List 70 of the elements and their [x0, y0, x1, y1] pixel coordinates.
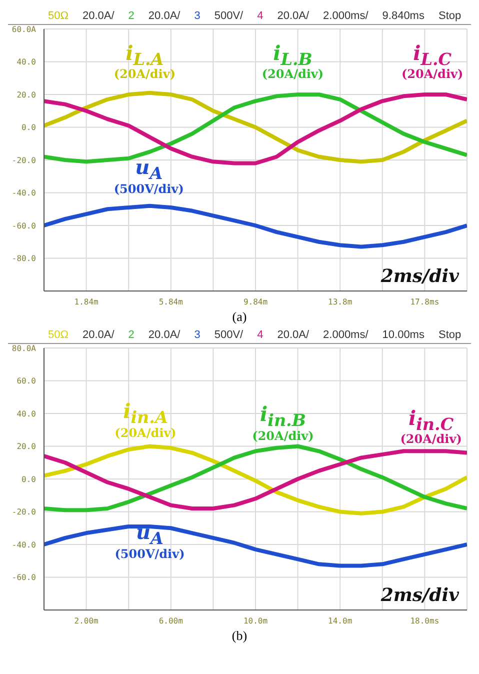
annotation: 2ms/div: [380, 585, 459, 606]
x-tick-label: 10.0m: [243, 616, 268, 626]
y-tick-label: 20.0: [16, 90, 36, 100]
series-label: i$_{in.B}$: [259, 402, 307, 430]
annotation: (20A/div): [114, 426, 176, 440]
text: 20.0A/: [82, 10, 114, 22]
annotation: (500V/div): [114, 546, 185, 561]
text: (a): [231, 308, 248, 326]
series-label: u$_{A}$: [134, 155, 164, 184]
series-label: i$_{L.B}$: [273, 40, 312, 69]
text: 4: [257, 10, 264, 22]
x-tick-label: 6.00m: [158, 616, 184, 626]
y-tick-label: -40.0: [12, 540, 36, 550]
y-tick-label: -20.0: [12, 156, 36, 165]
y-tick-label: -60.0: [12, 221, 36, 230]
series-label: i$_{in.C}$: [408, 406, 454, 434]
annotation: (20A/div): [114, 67, 176, 82]
y-tick-label: -20.0: [12, 508, 36, 517]
text: 9.840ms: [382, 10, 424, 22]
x-tick-label: 13.8m: [328, 298, 352, 307]
text: 2.000ms/: [323, 10, 368, 22]
annotation: (500V/div): [114, 182, 184, 196]
x-tick-label: 2.00m: [74, 616, 99, 626]
text: 20.0A/: [277, 10, 310, 22]
text: 3: [194, 329, 200, 341]
y-tick-label: -40.0: [12, 188, 36, 198]
text: 20.0A/: [82, 329, 114, 341]
y-tick-label: -60.0: [12, 573, 36, 582]
y-tick-label: 20.0: [16, 442, 36, 452]
text: 500V/: [214, 10, 244, 22]
annotation: (20A/div): [400, 432, 462, 446]
x-tick-label: 1.84m: [74, 298, 99, 307]
y-tick-label: 60.0A: [12, 24, 36, 34]
text: 2: [128, 10, 134, 22]
y-tick-label: 60.0: [16, 376, 36, 386]
y-tick-label: 0.0: [22, 474, 36, 484]
y-tick-label: 80.0A: [12, 344, 36, 353]
annotation: 2ms/div: [380, 266, 459, 287]
text: 500V/: [214, 329, 244, 341]
y-tick-label: 0.0: [22, 123, 36, 132]
text: 2: [128, 329, 134, 341]
text: 3: [194, 10, 200, 22]
annotation: (20A/div): [401, 67, 464, 82]
series-label: i$_{L.C}$: [413, 40, 452, 69]
series-label: u$_{A}$: [135, 520, 164, 548]
text: 10.00ms: [382, 329, 424, 341]
text: 50Ω: [48, 329, 68, 341]
x-tick-label: 5.84m: [158, 298, 184, 307]
text: 20.0A/: [277, 329, 310, 341]
text: Stop: [438, 329, 462, 341]
annotation: (20A/div): [252, 428, 314, 443]
y-tick-label: 40.0: [16, 409, 36, 418]
text: (b): [230, 627, 248, 645]
y-tick-label: -80.0: [12, 254, 36, 264]
text: 50Ω: [48, 10, 68, 22]
line-series: [44, 204, 467, 249]
x-tick-label: 18.0ms: [410, 616, 440, 626]
series-label: i$_{in.A}$: [122, 399, 169, 427]
x-tick-label: 14.0m: [328, 616, 352, 626]
x-tick-label: 9.84m: [243, 298, 268, 307]
y-tick-label: 40.0: [16, 58, 36, 67]
annotation: (20A/div): [262, 67, 324, 82]
text: 20.0A/: [148, 329, 180, 341]
text: 2.000ms/: [323, 329, 368, 341]
text: 20.0A/: [148, 10, 180, 22]
text: 4: [257, 329, 264, 341]
line-series: [44, 524, 467, 568]
x-tick-label: 17.8ms: [410, 298, 440, 307]
series-label: i$_{L.A}$: [126, 40, 164, 69]
text: Stop: [438, 10, 462, 22]
